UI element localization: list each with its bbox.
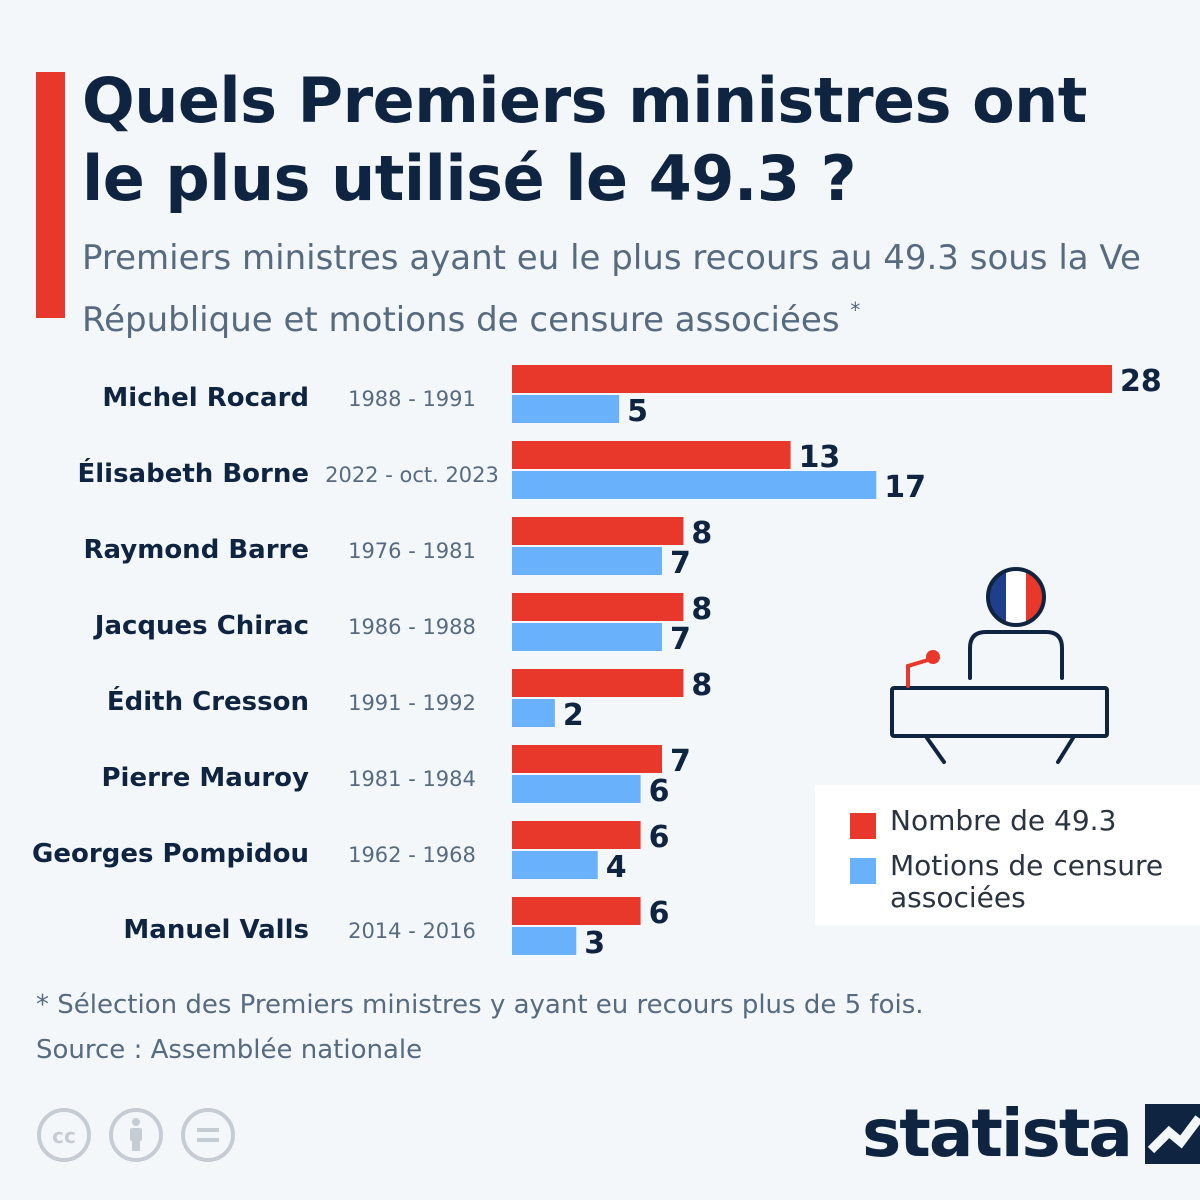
legend-swatch-motions xyxy=(850,858,876,884)
statista-logo[interactable]: statista xyxy=(862,1095,1200,1172)
page-title: Quels Premiers ministres ont le plus uti… xyxy=(82,64,1087,215)
value-label-motions-jacques-chirac: 7 xyxy=(670,622,691,657)
period-label-elisabeth-borne: 2022 - oct. 2023 xyxy=(325,463,499,487)
value-label-motions-manuel-valls: 3 xyxy=(584,926,605,961)
value-label-493-pierre-mauroy: 7 xyxy=(670,744,691,779)
category-label-jacques-chirac: Jacques Chirac xyxy=(93,611,309,641)
value-label-motions-georges-pompidou: 4 xyxy=(606,850,627,885)
legend: Nombre de 49.3 Motions de censure associ… xyxy=(815,785,1200,925)
legend-label-493: Nombre de 49.3 xyxy=(890,804,1117,837)
logo-text: statista xyxy=(862,1095,1133,1172)
value-label-motions-pierre-mauroy: 6 xyxy=(649,774,670,809)
legend-label-motions: Motions de censure associées xyxy=(890,849,1164,914)
value-label-motions-raymond-barre: 7 xyxy=(670,546,691,581)
period-label-manuel-valls: 2014 - 2016 xyxy=(348,919,476,943)
no-derivatives-icon[interactable] xyxy=(180,1107,236,1163)
period-label-michel-rocard: 1988 - 1991 xyxy=(348,387,476,411)
subtitle-marker: * xyxy=(850,298,861,322)
legend-item-motions: Motions de censure associées xyxy=(850,850,1190,914)
bar-motions-manuel-valls xyxy=(512,927,577,955)
bar-493-jacques-chirac xyxy=(512,593,684,621)
page-subtitle: Premiers ministres ayant eu le plus reco… xyxy=(82,232,1172,346)
category-label-edith-cresson: Édith Cresson xyxy=(107,685,309,717)
bar-motions-edith-cresson xyxy=(512,699,555,727)
period-label-pierre-mauroy: 1981 - 1984 xyxy=(348,767,476,791)
bar-493-raymond-barre xyxy=(512,517,684,545)
statista-mark-icon xyxy=(1144,1103,1200,1164)
category-label-manuel-valls: Manuel Valls xyxy=(123,915,309,945)
period-label-raymond-barre: 1976 - 1981 xyxy=(348,539,476,563)
value-label-motions-edith-cresson: 2 xyxy=(563,698,584,733)
source: Source : Assemblée nationale xyxy=(36,1035,423,1065)
value-label-493-manuel-valls: 6 xyxy=(649,896,670,931)
category-label-michel-rocard: Michel Rocard xyxy=(102,383,309,413)
value-label-493-jacques-chirac: 8 xyxy=(691,592,712,627)
value-label-motions-michel-rocard: 5 xyxy=(627,394,648,429)
accent-bar xyxy=(36,72,65,318)
svg-text:cc: cc xyxy=(52,1124,76,1148)
bar-493-georges-pompidou xyxy=(512,821,641,849)
bar-motions-michel-rocard xyxy=(512,395,620,423)
legend-swatch-493 xyxy=(850,813,876,839)
bar-motions-pierre-mauroy xyxy=(512,775,641,803)
license-icons: cc xyxy=(36,1107,236,1163)
bar-493-elisabeth-borne xyxy=(512,441,791,469)
bar-493-edith-cresson xyxy=(512,669,684,697)
bar-493-pierre-mauroy xyxy=(512,745,662,773)
cc-icon[interactable]: cc xyxy=(36,1107,92,1163)
value-label-493-raymond-barre: 8 xyxy=(691,516,712,551)
subtitle-text: Premiers ministres ayant eu le plus reco… xyxy=(82,238,1141,340)
bar-motions-georges-pompidou xyxy=(512,851,598,879)
bar-493-michel-rocard xyxy=(512,365,1112,393)
attribution-icon[interactable] xyxy=(108,1107,164,1163)
value-label-motions-elisabeth-borne: 17 xyxy=(884,470,926,505)
bar-493-manuel-valls xyxy=(512,897,641,925)
bar-motions-elisabeth-borne xyxy=(512,471,877,499)
category-label-elisabeth-borne: Élisabeth Borne xyxy=(78,457,310,489)
podium-illustration xyxy=(890,567,1109,764)
value-label-493-georges-pompidou: 6 xyxy=(649,820,670,855)
category-label-pierre-mauroy: Pierre Mauroy xyxy=(102,763,310,793)
category-label-georges-pompidou: Georges Pompidou xyxy=(32,839,309,869)
value-label-493-elisabeth-borne: 13 xyxy=(799,440,841,475)
period-label-georges-pompidou: 1962 - 1968 xyxy=(348,843,476,867)
period-label-jacques-chirac: 1986 - 1988 xyxy=(348,615,476,639)
bar-motions-raymond-barre xyxy=(512,547,662,575)
bar-motions-jacques-chirac xyxy=(512,623,662,651)
value-label-493-edith-cresson: 8 xyxy=(691,668,712,703)
footnote: * Sélection des Premiers ministres y aya… xyxy=(36,990,924,1020)
value-label-493-michel-rocard: 28 xyxy=(1120,364,1162,399)
period-label-edith-cresson: 1991 - 1992 xyxy=(348,691,476,715)
legend-item-493: Nombre de 49.3 xyxy=(850,805,1190,839)
category-label-raymond-barre: Raymond Barre xyxy=(84,535,309,565)
